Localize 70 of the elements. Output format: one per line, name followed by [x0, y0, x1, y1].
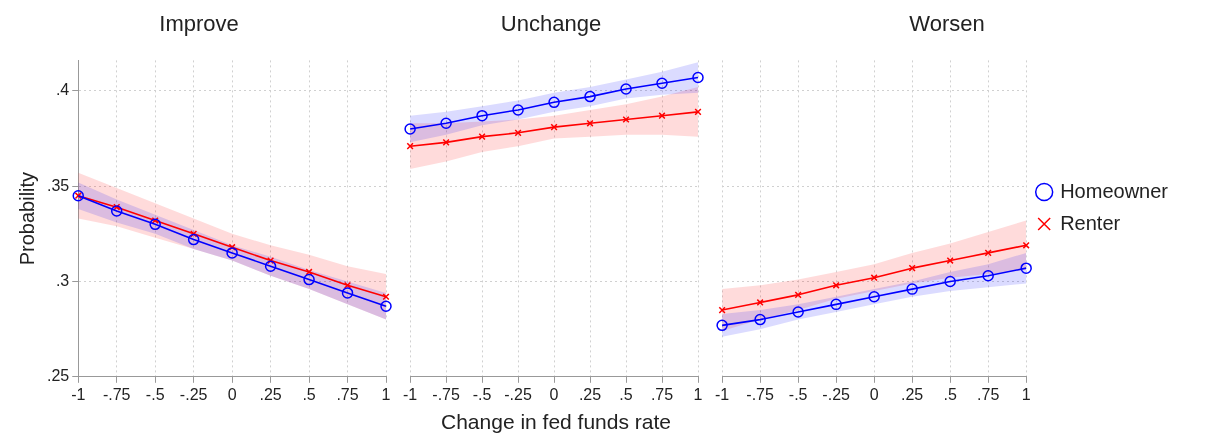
- y-axis-title: Probability: [15, 171, 38, 266]
- y-tick-label: .3: [55, 271, 70, 289]
- chart-title: Improve: [159, 11, 239, 37]
- point: [982, 270, 994, 282]
- x-tick-label: -.75: [102, 385, 131, 403]
- chart-title: Unchange: [500, 11, 602, 37]
- x-tick-label: .75: [336, 385, 359, 403]
- point: [264, 260, 277, 272]
- point: [908, 264, 916, 272]
- point: [512, 104, 524, 116]
- point: [548, 96, 560, 109]
- point: [440, 117, 452, 130]
- y-tick-label: .4: [55, 81, 70, 99]
- point: [868, 291, 880, 303]
- point: [476, 109, 488, 122]
- x-tick-label: .5: [619, 385, 633, 403]
- point: [830, 298, 842, 311]
- x-tick-label: 0: [869, 385, 879, 403]
- x-tick-label: 1: [381, 385, 391, 403]
- point: [380, 300, 392, 313]
- point: [656, 77, 668, 90]
- x-tick-label: .5: [302, 385, 316, 403]
- x-tick-label: -.5: [145, 385, 165, 403]
- x-tick-label: -1: [403, 385, 418, 403]
- x-tick-label: 0: [549, 385, 559, 403]
- point: [303, 273, 315, 286]
- point: [404, 123, 416, 135]
- point: [622, 115, 630, 124]
- x-tick-label: -.5: [788, 385, 808, 403]
- point: [187, 233, 200, 246]
- y-tick-label: .35: [46, 176, 70, 194]
- point: [406, 142, 414, 150]
- point: [944, 275, 956, 288]
- y-tick-label: .25: [46, 367, 70, 385]
- legend-label: Renter: [1060, 211, 1121, 234]
- x-tick-label: .25: [578, 385, 602, 403]
- x-tick-label: -1: [715, 385, 730, 403]
- point: [584, 90, 596, 103]
- x-tick-label: -.75: [432, 385, 460, 403]
- point: [718, 306, 726, 314]
- x-tick-label: -.25: [504, 385, 532, 403]
- x-tick-label: -.5: [472, 385, 492, 403]
- x-axis-title: Change in fed funds rate: [440, 409, 672, 435]
- point: [1020, 262, 1032, 274]
- point: [794, 291, 802, 299]
- point: [149, 218, 161, 231]
- point: [620, 83, 632, 95]
- legend-label: Homeowner: [1060, 179, 1169, 202]
- x-tick-label: -.75: [746, 385, 774, 403]
- point: [716, 319, 728, 332]
- x-tick-label: 0: [227, 385, 237, 403]
- x-tick-label: .25: [901, 385, 924, 403]
- x-tick-label: -1: [71, 385, 86, 403]
- point: [550, 123, 558, 131]
- x-tick-label: 1: [1021, 385, 1031, 403]
- point: [754, 313, 766, 326]
- x-tick-label: -.25: [179, 385, 208, 403]
- point: [906, 283, 918, 295]
- x-tick-label: .25: [259, 385, 282, 403]
- point: [226, 247, 238, 259]
- chart-title: Worsen: [909, 11, 985, 37]
- point: [792, 306, 804, 318]
- point: [110, 205, 123, 217]
- x-tick-label: 1: [693, 385, 703, 403]
- x-tick-label: .5: [943, 385, 957, 403]
- point: [692, 71, 704, 84]
- x-tick-label: -.25: [822, 385, 851, 403]
- point: [341, 287, 354, 299]
- x-tick-label: .75: [650, 385, 674, 403]
- x-tick-label: .75: [977, 385, 1000, 403]
